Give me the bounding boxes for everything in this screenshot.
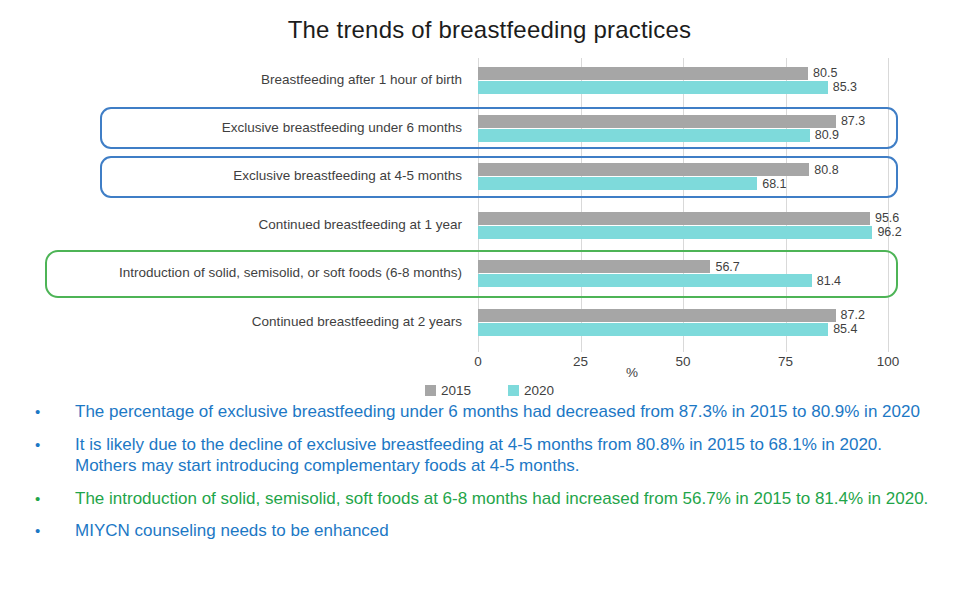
category-label-2: Exclusive breastfeeding at 4-5 months (50, 153, 462, 201)
bullet-list: The percentage of exclusive breastfeedin… (30, 401, 935, 553)
value-label-2020-2: 68.1 (762, 177, 786, 190)
value-label-2015-1: 87.3 (841, 115, 865, 128)
bar-2015-0 (478, 67, 808, 80)
bullet-item-3: MIYCN counseling needs to be enhanced (30, 520, 935, 542)
value-label-2020-3: 96.2 (877, 226, 901, 239)
x-tick-100: 100 (866, 354, 910, 369)
bar-2015-2 (478, 163, 809, 176)
category-label-text: Continued breastfeeding at 2 years (252, 314, 462, 331)
category-label-text: Breastfeeding after 1 hour of birth (261, 72, 462, 89)
legend-item-2020: 2020 (508, 383, 554, 398)
category-label-3: Continued breastfeeding at 1 year (50, 201, 462, 249)
bar-2020-5 (478, 323, 828, 336)
category-label-text: Exclusive breastfeeding under 6 months (222, 120, 462, 137)
x-axis-unit-label: % (612, 365, 652, 380)
chart-legend: 2015 2020 (0, 383, 979, 398)
bar-2015-4 (478, 260, 710, 273)
x-tick-75: 75 (764, 354, 808, 369)
category-label-1: Exclusive breastfeeding under 6 months (50, 104, 462, 152)
value-label-2020-1: 80.9 (815, 129, 839, 142)
x-tick-50: 50 (661, 354, 705, 369)
legend-label: 2020 (524, 383, 554, 398)
bar-2015-1 (478, 115, 836, 128)
legend-item-2015: 2015 (425, 383, 471, 398)
x-tick-25: 25 (559, 354, 603, 369)
category-label-text: Exclusive breastfeeding at 4-5 months (233, 168, 462, 185)
bar-2015-3 (478, 212, 870, 225)
x-tick-0: 0 (456, 354, 500, 369)
bar-2020-1 (478, 129, 810, 142)
legend-swatch-icon (508, 385, 519, 396)
bullet-item-0: The percentage of exclusive breastfeedin… (30, 401, 935, 423)
value-label-2015-5: 87.2 (841, 309, 865, 322)
legend-label: 2015 (441, 383, 471, 398)
value-label-2015-3: 95.6 (875, 212, 899, 225)
slide: The trends of breastfeeding practices 02… (0, 0, 979, 614)
bar-2020-3 (478, 226, 872, 239)
bar-2020-4 (478, 274, 812, 287)
bar-2020-2 (478, 177, 757, 190)
legend-swatch-icon (425, 385, 436, 396)
value-label-2015-2: 80.8 (814, 163, 838, 176)
value-label-2015-4: 56.7 (715, 260, 739, 273)
value-label-2020-4: 81.4 (817, 274, 841, 287)
value-label-2020-5: 85.4 (833, 323, 857, 336)
category-label-text: Introduction of solid, semisolid, or sof… (119, 265, 462, 282)
bullet-item-1: It is likely due to the decline of exclu… (30, 434, 935, 477)
bullet-item-2: The introduction of solid, semisolid, so… (30, 488, 935, 510)
value-label-2015-0: 80.5 (813, 67, 837, 80)
bar-2015-5 (478, 309, 836, 322)
category-label-4: Introduction of solid, semisolid, or sof… (50, 250, 462, 298)
category-label-text: Continued breastfeeding at 1 year (259, 217, 462, 234)
bar-2020-0 (478, 81, 828, 94)
value-label-2020-0: 85.3 (833, 81, 857, 94)
category-label-5: Continued breastfeeding at 2 years (50, 298, 462, 346)
category-label-0: Breastfeeding after 1 hour of birth (50, 56, 462, 104)
gridline-100 (888, 58, 889, 352)
